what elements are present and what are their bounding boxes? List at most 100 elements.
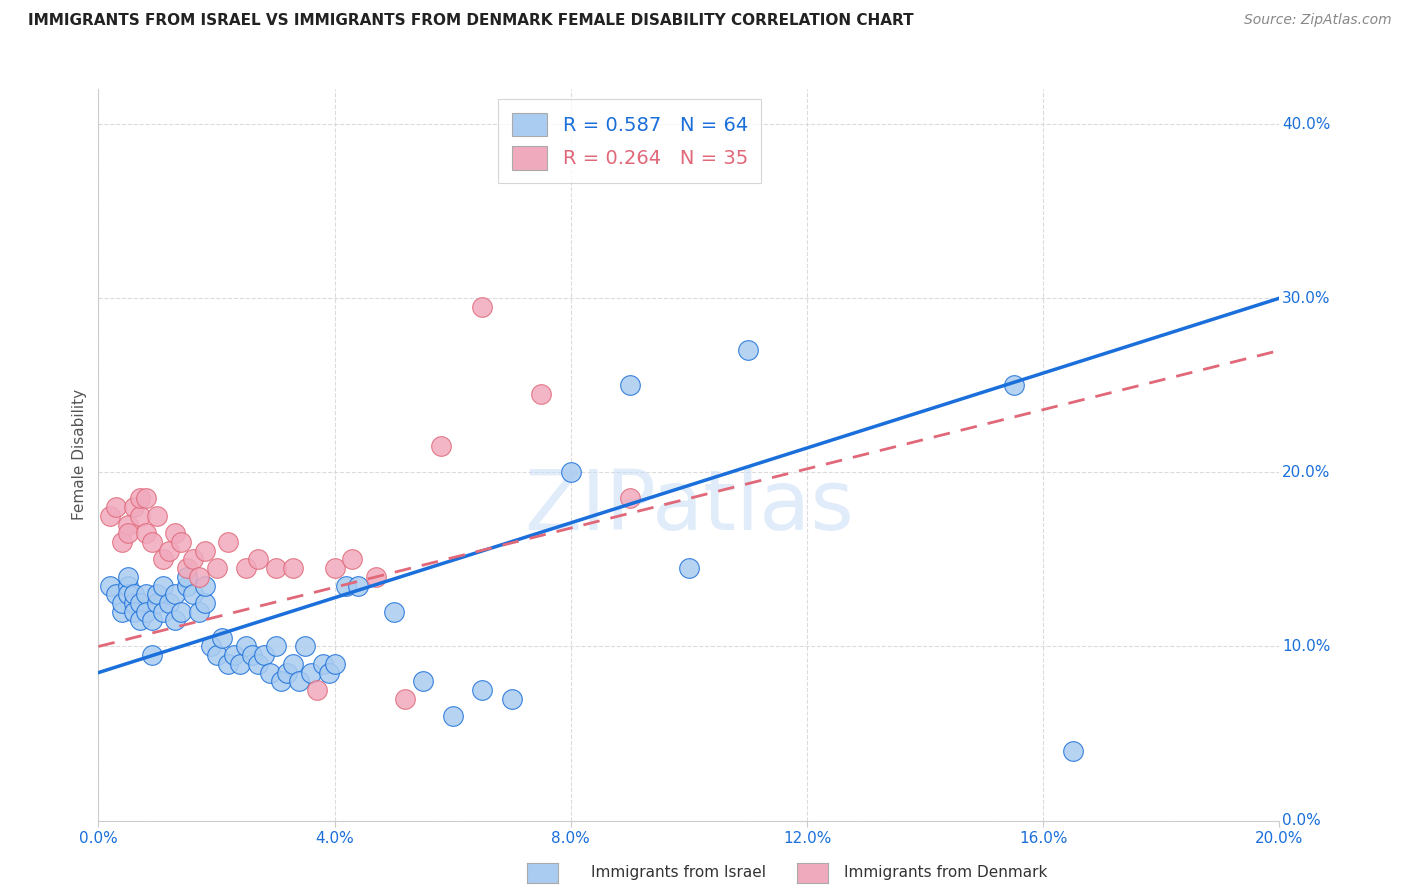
Point: [165, 613, 187, 627]
Point: [122, 587, 145, 601]
Point: [619, 378, 641, 392]
Point: [141, 648, 163, 663]
Text: 10.0%: 10.0%: [1282, 639, 1330, 654]
Point: [270, 674, 292, 689]
Point: [152, 552, 174, 566]
Point: [246, 552, 269, 566]
Point: [141, 535, 163, 549]
Point: [205, 648, 228, 663]
Point: [170, 605, 193, 619]
Point: [170, 535, 193, 549]
Point: [135, 491, 157, 506]
Point: [335, 578, 357, 592]
Point: [105, 500, 128, 515]
Point: [117, 570, 139, 584]
Point: [128, 596, 150, 610]
Point: [323, 657, 346, 671]
Point: [412, 674, 434, 689]
Point: [205, 561, 228, 575]
Point: [111, 596, 134, 610]
Point: [283, 561, 305, 575]
Point: [224, 648, 246, 663]
Point: [135, 587, 157, 601]
Text: 20.0%: 20.0%: [1282, 465, 1330, 480]
Point: [323, 561, 346, 575]
Point: [117, 578, 139, 592]
Text: IMMIGRANTS FROM ISRAEL VS IMMIGRANTS FROM DENMARK FEMALE DISABILITY CORRELATION : IMMIGRANTS FROM ISRAEL VS IMMIGRANTS FRO…: [28, 13, 914, 29]
Point: [157, 596, 180, 610]
Point: [122, 596, 145, 610]
Point: [128, 508, 150, 523]
Text: Immigrants from Denmark: Immigrants from Denmark: [844, 865, 1047, 880]
Point: [294, 640, 316, 654]
Point: [105, 587, 128, 601]
Point: [165, 587, 187, 601]
Point: [152, 578, 174, 592]
Point: [305, 683, 328, 698]
Text: 30.0%: 30.0%: [1282, 291, 1330, 306]
Point: [128, 491, 150, 506]
Point: [122, 500, 145, 515]
Point: [217, 657, 239, 671]
Point: [152, 605, 174, 619]
Point: [471, 300, 494, 314]
Point: [111, 605, 134, 619]
Point: [194, 578, 217, 592]
Point: [430, 439, 453, 453]
Point: [678, 561, 700, 575]
Point: [187, 605, 209, 619]
Point: [128, 613, 150, 627]
Point: [117, 587, 139, 601]
Point: [737, 343, 759, 358]
Text: Immigrants from Israel: Immigrants from Israel: [591, 865, 765, 880]
Point: [619, 491, 641, 506]
Point: [194, 543, 217, 558]
Point: [117, 517, 139, 532]
Point: [146, 587, 169, 601]
Point: [98, 578, 121, 592]
Point: [253, 648, 276, 663]
Point: [194, 596, 217, 610]
Point: [501, 691, 523, 706]
Point: [117, 526, 139, 541]
Point: [235, 640, 257, 654]
Point: [146, 508, 169, 523]
Point: [1062, 744, 1084, 758]
Point: [264, 640, 287, 654]
Point: [299, 665, 322, 680]
Y-axis label: Female Disability: Female Disability: [72, 389, 87, 521]
Point: [288, 674, 311, 689]
Point: [146, 596, 169, 610]
Point: [471, 683, 494, 698]
Point: [264, 561, 287, 575]
Point: [98, 508, 121, 523]
Point: [382, 605, 405, 619]
Point: [560, 466, 582, 480]
Point: [1002, 378, 1025, 392]
Point: [283, 657, 305, 671]
Point: [111, 535, 134, 549]
Text: 40.0%: 40.0%: [1282, 117, 1330, 131]
Point: [157, 543, 180, 558]
Point: [217, 535, 239, 549]
Point: [200, 640, 222, 654]
Point: [318, 665, 340, 680]
Point: [394, 691, 416, 706]
Point: [312, 657, 335, 671]
Point: [229, 657, 252, 671]
Point: [181, 552, 204, 566]
Point: [530, 387, 553, 401]
Point: [246, 657, 269, 671]
Point: [176, 570, 198, 584]
Point: [276, 665, 298, 680]
Point: [259, 665, 281, 680]
Point: [176, 561, 198, 575]
Point: [181, 587, 204, 601]
Point: [235, 561, 257, 575]
Point: [135, 526, 157, 541]
Text: 0.0%: 0.0%: [1282, 814, 1320, 828]
Legend: R = 0.587   N = 64, R = 0.264   N = 35: R = 0.587 N = 64, R = 0.264 N = 35: [498, 99, 762, 184]
Point: [141, 613, 163, 627]
Point: [122, 605, 145, 619]
Point: [441, 709, 464, 723]
